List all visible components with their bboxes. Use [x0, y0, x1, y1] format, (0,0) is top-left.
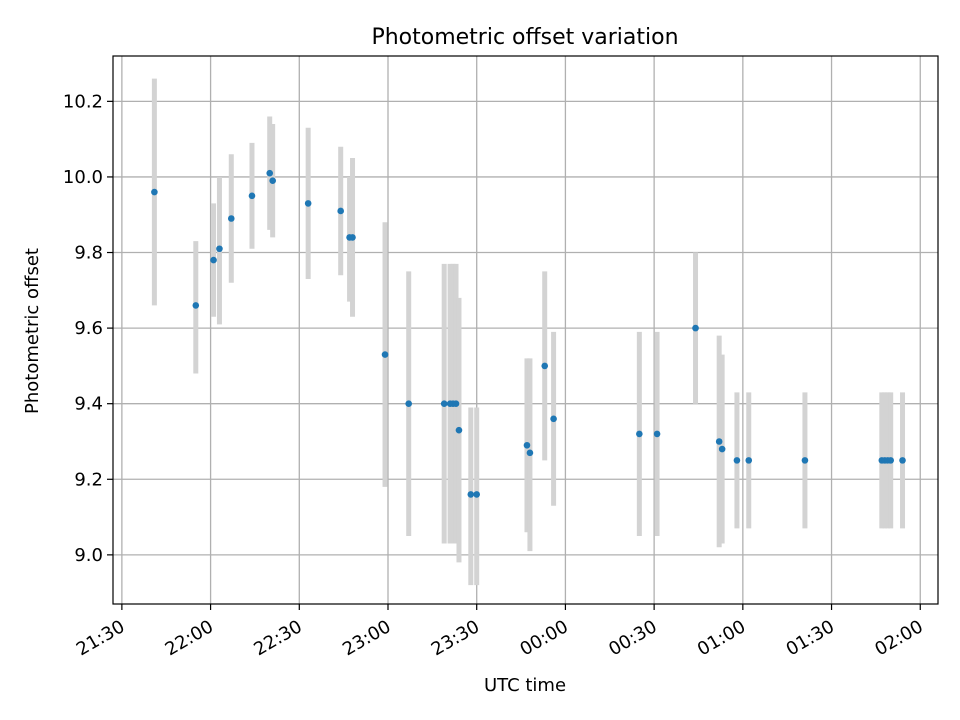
data-point [526, 449, 534, 457]
x-tick-label: 23:00 [339, 616, 394, 660]
data-point [440, 400, 448, 407]
data-point-layer [151, 169, 906, 498]
y-tick-label: 9.4 [74, 394, 103, 415]
chart-title: Photometric offset variation [371, 25, 678, 50]
data-point [523, 441, 531, 449]
data-point [715, 438, 723, 445]
x-tick-label: 02:00 [871, 616, 926, 660]
data-point [248, 192, 256, 200]
y-tick-label: 10.2 [63, 91, 103, 112]
data-point [718, 445, 726, 453]
x-tick-label: 01:00 [694, 616, 749, 660]
data-point [192, 302, 200, 309]
data-point [801, 457, 809, 464]
y-tick-label: 9.8 [74, 243, 103, 264]
data-point [653, 430, 661, 438]
x-tick-label: 22:30 [250, 616, 305, 660]
data-point [210, 256, 217, 264]
data-point [304, 200, 312, 207]
data-point [266, 169, 274, 177]
x-axis-label: UTC time [484, 675, 566, 696]
data-point [692, 324, 699, 332]
y-tick-label: 9.2 [74, 469, 103, 490]
x-tick-label: 21:30 [73, 616, 128, 660]
y-tick-label: 9.6 [74, 318, 103, 339]
data-point [899, 457, 906, 464]
data-point [541, 362, 549, 370]
data-point [887, 457, 894, 464]
y-axis-ticks: 9.0 9.2 9.4 9.6 9.8 10.0 10.2 [63, 91, 113, 566]
x-tick-label: 00:00 [516, 616, 571, 660]
x-tick-label: 00:30 [605, 616, 660, 660]
plot-frame [112, 55, 939, 605]
data-point [636, 430, 643, 438]
data-point [216, 245, 223, 253]
data-point [227, 215, 235, 222]
data-point [405, 400, 412, 407]
data-point [733, 457, 741, 464]
data-point [337, 207, 344, 215]
data-point [745, 457, 753, 464]
x-tick-label: 23:30 [428, 616, 483, 660]
error-bar-layer [151, 78, 906, 586]
y-tick-label: 9.0 [74, 545, 103, 566]
data-point [550, 415, 557, 423]
x-axis-ticks: 21:30 22:00 22:30 23:00 23:30 00:00 00:30 01:00… [73, 604, 927, 660]
y-tick-label: 10.0 [63, 167, 103, 188]
data-point [349, 234, 356, 241]
data-point [452, 400, 460, 407]
x-tick-label: 22:00 [162, 616, 217, 660]
x-tick-label: 01:30 [783, 616, 838, 660]
data-point [473, 491, 481, 498]
data-point [151, 188, 158, 196]
data-point [269, 177, 276, 185]
y-axis-label: Photometric offset [22, 248, 43, 414]
data-point [381, 351, 389, 358]
data-point [455, 426, 463, 434]
data-point [467, 491, 475, 498]
